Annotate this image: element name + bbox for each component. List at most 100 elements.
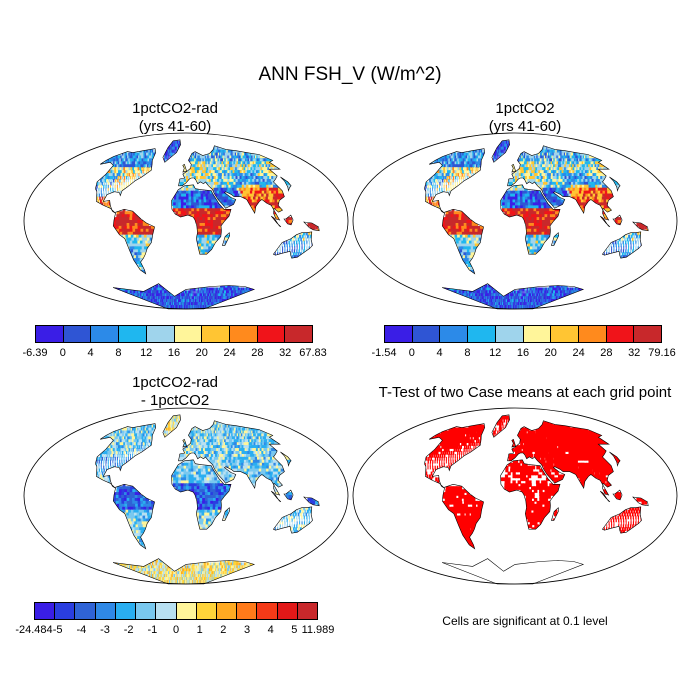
flux-field: [425, 140, 649, 309]
colorbar-tick-label: 32: [628, 347, 641, 359]
colorbar-box: [385, 326, 413, 342]
coastline-japan: [280, 451, 292, 467]
significance-note: Cells are significant at 0.1 level: [442, 614, 608, 628]
colorbar-box: [55, 603, 76, 619]
panel1-map: [23, 132, 349, 310]
coastline-greenland: [162, 139, 181, 163]
flux-field: [96, 140, 320, 309]
colorbar-tick-label: 5: [291, 624, 298, 636]
coastline-northAmerica: [95, 148, 157, 214]
colorbar-box: [63, 326, 92, 342]
colorbar-box: [412, 326, 441, 342]
coastline-newGuinea: [303, 221, 320, 232]
colorbar-box: [35, 603, 56, 619]
colorbar-box: [156, 603, 177, 619]
coastline-australia: [272, 231, 313, 259]
colorbar-tick-label: -5: [52, 624, 63, 636]
colorbar-tick-label: 12: [140, 347, 153, 359]
colorbar-tick-label: -4: [76, 624, 87, 636]
coastline-southAmerica: [112, 208, 155, 275]
coastline-madagascar: [550, 507, 560, 521]
coastline-uk: [511, 438, 516, 448]
panel4-map: [352, 407, 678, 585]
colorbar-tick-label: 24: [223, 347, 236, 359]
panel4-title: T-Test of two Case means at each grid po…: [350, 384, 700, 402]
coastline-southAmerica: [441, 483, 484, 550]
colorbar-box: [277, 603, 298, 619]
colorbar-tick-label: 79.16: [648, 347, 676, 359]
colorbar-box: [174, 326, 203, 342]
coastline-sumatra: [270, 215, 282, 228]
panel2-title: 1pctCO2 (yrs 41-60): [400, 100, 650, 136]
map-border: [23, 407, 349, 585]
colorbar-tick-label: 8: [464, 347, 471, 359]
panel4-title-line1: T-Test of two Case means at each grid po…: [378, 384, 672, 401]
colorbar-boxes: [35, 325, 313, 343]
coastline-greenland: [491, 139, 510, 163]
colorbar-tick-label: 4: [436, 347, 443, 359]
figure-title: ANN FSH_V (W/m^2): [258, 64, 442, 85]
colorbar-box: [202, 326, 230, 342]
colorbar-box: [196, 603, 217, 619]
colorbar-tick-label: -3: [100, 624, 110, 636]
map-border: [352, 407, 678, 585]
colorbar-box: [36, 326, 64, 342]
colorbar-box: [176, 603, 197, 619]
colorbar-box: [440, 326, 469, 342]
coastline-eurasia: [507, 145, 614, 221]
colorbar-tick-label: -6.39: [22, 347, 48, 359]
coastline-greenland: [162, 414, 181, 438]
difference-field: [96, 415, 320, 584]
panel2-title-line2: (yrs 41-60): [488, 118, 562, 135]
colorbar-tick-label: 24: [572, 347, 585, 359]
coastline-sumatra: [599, 490, 611, 503]
colorbar-tick-label: -1: [147, 624, 158, 636]
colorbar-box: [237, 603, 258, 619]
coastline-eurasia: [178, 145, 285, 221]
colorbar-box: [297, 603, 318, 619]
coastline-eurasia: [507, 420, 614, 496]
colorbar-tick-label: 16: [516, 347, 530, 359]
panel1-title-line2: (yrs 41-60): [138, 118, 212, 135]
colorbar-tick-label: 32: [279, 347, 292, 359]
colorbar-tick-label: 28: [251, 347, 264, 359]
colorbar-box: [634, 326, 662, 342]
colorbar-tick-label: 28: [600, 347, 613, 359]
coastline-africa: [171, 184, 232, 255]
colorbar-tick-label: 0: [59, 347, 66, 359]
colorbar-tick-label: 4: [87, 347, 94, 359]
colorbar-boxes: [34, 602, 318, 620]
colorbar-box: [91, 326, 120, 342]
colorbar-tick-label: 67.83: [299, 347, 327, 359]
colorbar-tick-label: 20: [544, 347, 557, 359]
panel3-title: 1pctCO2-rad - 1pctCO2: [50, 374, 300, 410]
colorbar-tick-label: -2: [123, 624, 134, 636]
coastline-madagascar: [550, 232, 560, 246]
colorbar-tick-label: -1.54: [371, 347, 397, 359]
coastline-africa: [171, 459, 232, 530]
coastline-madagascar: [221, 232, 231, 246]
colorbar-tick-label: 11.989: [301, 624, 335, 636]
coastline-africa: [500, 459, 561, 530]
colorbar-box: [146, 326, 175, 342]
colorbar-box: [578, 326, 607, 342]
colorbar-box: [468, 326, 496, 342]
colorbar-box: [606, 326, 635, 342]
coastline-australia: [601, 231, 642, 259]
coastline-borneo: [283, 214, 294, 226]
colorbar-boxes: [384, 325, 662, 343]
colorbar-box: [551, 326, 579, 342]
coastline-newGuinea: [303, 496, 320, 507]
map-border: [23, 132, 349, 310]
panel2-map: [352, 132, 678, 310]
panel1-title-line1: 1pctCO2-rad: [132, 100, 218, 117]
colorbar-tick-label: 20: [195, 347, 208, 359]
coastline-borneo: [283, 489, 294, 501]
coastline-sumatra: [599, 215, 611, 228]
coastline-northAmerica: [424, 423, 486, 489]
coastline-australia: [601, 506, 642, 534]
coastline-uk: [511, 163, 516, 173]
colorbar-box: [216, 603, 238, 619]
colorbar-box: [285, 326, 313, 342]
coastline-borneo: [612, 214, 623, 226]
